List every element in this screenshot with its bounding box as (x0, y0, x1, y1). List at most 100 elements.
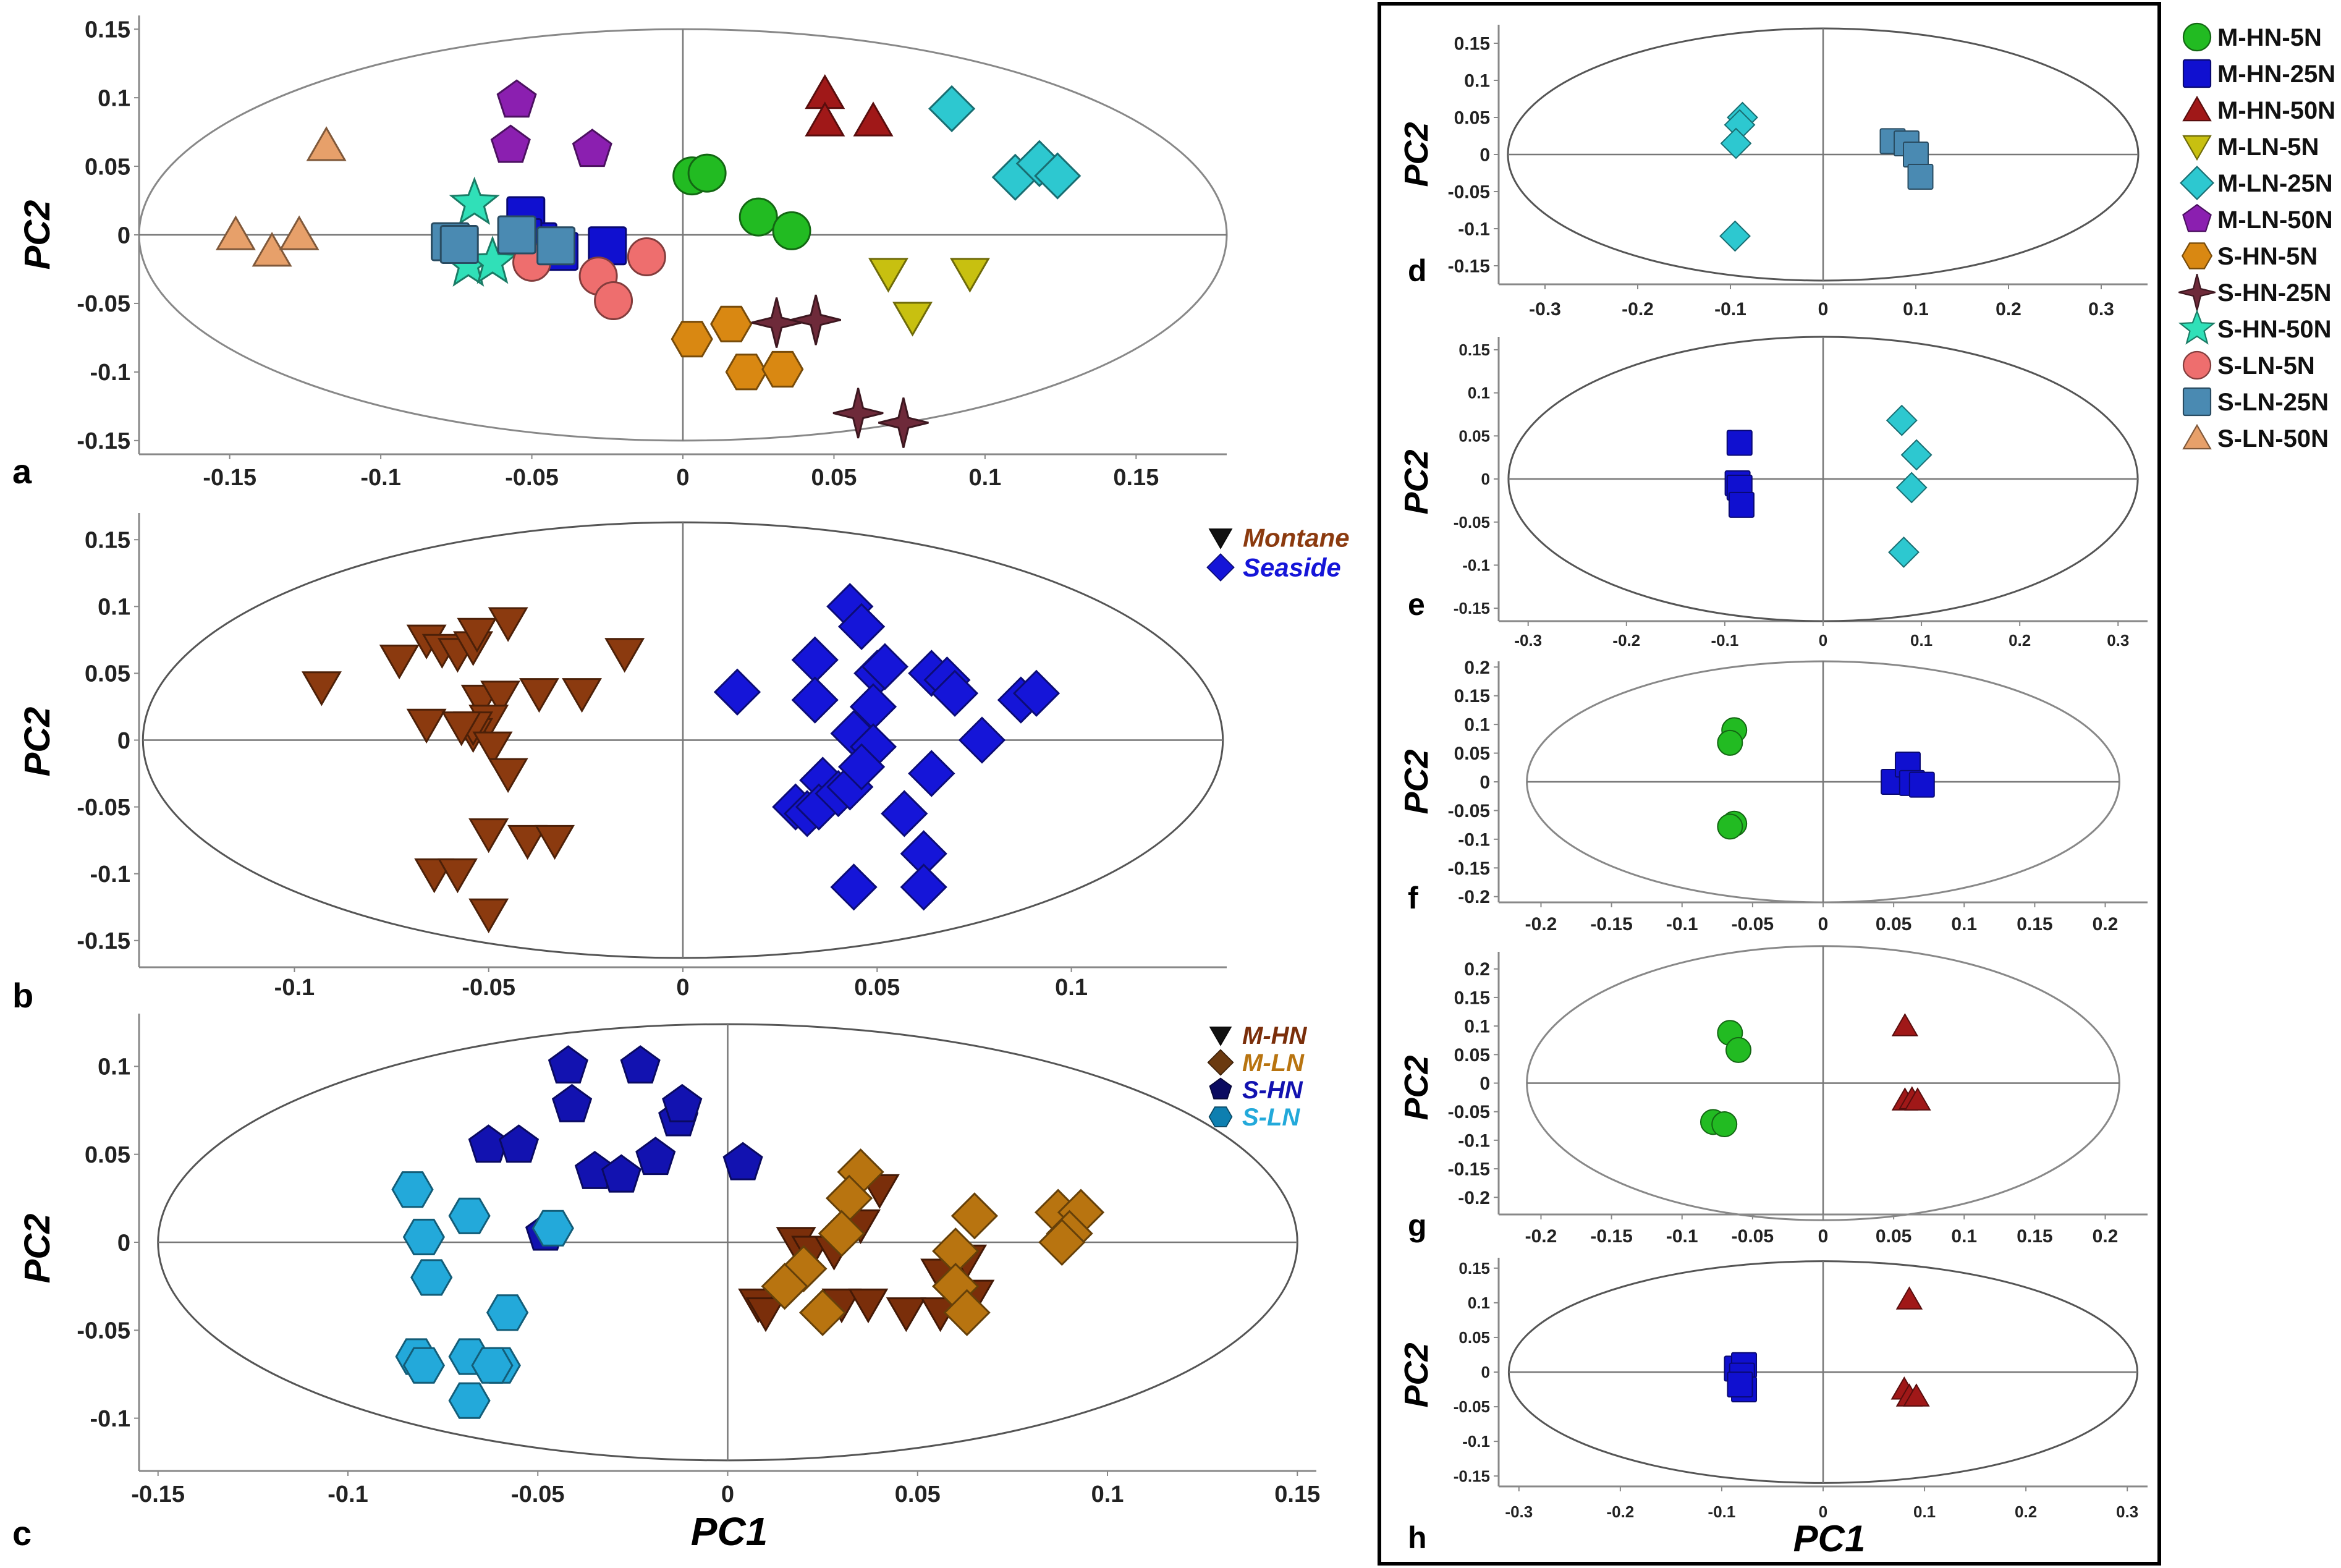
data-point (931, 669, 979, 717)
data-point (531, 1210, 574, 1247)
data-point (471, 1347, 514, 1384)
x-tick-label: 0.05 (1876, 914, 1911, 934)
y-tick-label: 0 (1480, 773, 1490, 793)
series-M-LN-25N (1886, 404, 1932, 568)
x-tick-label: -0.3 (1529, 299, 1561, 320)
y-tick-label: 0.1 (1468, 384, 1490, 402)
x-tick-label: 0.1 (1055, 975, 1088, 1001)
y-tick-label: 0.15 (85, 528, 130, 554)
panel-a: -0.15 -0.1 -0.05 0 0.05 0.1 0.15 0.15 0.1 0.05 0 -0… (12, 15, 1228, 491)
y-tick-label: -0.1 (1458, 219, 1490, 240)
x-tick-label: 0 (721, 1481, 734, 1507)
data-point (722, 1142, 763, 1180)
series-M-HN-25N (1881, 752, 1935, 798)
data-point (713, 668, 761, 716)
data-point (449, 176, 500, 225)
y-tick-label: 0 (1480, 1074, 1490, 1094)
data-point (1038, 1218, 1086, 1266)
legend-marker (2182, 59, 2212, 88)
y-tick-label: -0.15 (1454, 1467, 1490, 1485)
x-tick-label: 0.15 (1113, 465, 1159, 491)
legend-marker (2181, 242, 2213, 269)
y-tick-label: 0.05 (85, 661, 130, 687)
y-tick-label: -0.05 (1454, 1397, 1490, 1416)
data-point (1727, 1371, 1753, 1398)
x-tick-label: 0 (1818, 914, 1829, 934)
data-point (490, 124, 531, 163)
x-axis-label: PC1 (691, 1509, 768, 1554)
data-point (472, 731, 513, 766)
legend-label: S-HN-25N (2217, 279, 2331, 307)
data-point (791, 676, 839, 724)
y-tick-label: 0.05 (85, 154, 130, 180)
y-tick-label: 0.1 (1468, 1294, 1490, 1312)
legend-label: S-LN-50N (2217, 425, 2329, 452)
data-point (791, 636, 839, 684)
data-point (761, 1263, 808, 1310)
legend-marker (1208, 1106, 1233, 1127)
y-tick-label: -0.15 (77, 428, 130, 454)
x-tick-label: 0 (1819, 631, 1827, 650)
data-point (402, 1347, 446, 1384)
y-tick-label: -0.05 (1448, 801, 1490, 821)
x-tick-label: 0.2 (2093, 914, 2119, 934)
y-tick-label: -0.1 (90, 1406, 130, 1432)
y-tick-label: -0.2 (1458, 1188, 1490, 1208)
data-point (1720, 127, 1752, 159)
data-point (604, 638, 645, 673)
y-tick-label: 0.15 (1454, 686, 1490, 706)
data-point (892, 302, 933, 337)
data-point (216, 215, 256, 250)
data-point (480, 680, 520, 716)
data-point (878, 397, 929, 448)
panel-label: g (1408, 1208, 1427, 1243)
series-S-HN-25N (751, 294, 929, 448)
data-point (302, 671, 342, 706)
x-tick-label: -0.1 (1708, 1502, 1736, 1521)
data-point (535, 824, 575, 860)
data-point (943, 1289, 991, 1336)
y-axis-label: PC2 (1398, 122, 1435, 187)
x-tick-label: -0.3 (1505, 1502, 1533, 1521)
y-tick-label: -0.1 (90, 862, 130, 888)
data-point (486, 1294, 529, 1331)
data-point (439, 225, 479, 265)
data-point (725, 354, 768, 391)
data-point (1728, 491, 1755, 518)
x-tick-label: -0.05 (505, 465, 559, 491)
x-tick-label: -0.2 (1622, 299, 1654, 320)
data-point (620, 1045, 661, 1084)
x-tick-label: 0.15 (2017, 1226, 2052, 1247)
data-point (410, 1259, 453, 1296)
legend-label: M-LN-50N (2217, 206, 2333, 234)
legend-marker (2182, 203, 2212, 232)
x-tick-label: -0.15 (1590, 1226, 1632, 1247)
y-tick-label: 0.15 (1454, 34, 1490, 54)
y-tick-label: 0.15 (1458, 341, 1490, 359)
data-point (507, 824, 548, 860)
series-S-LN-25N (431, 215, 576, 266)
legend-marker (1208, 528, 1233, 549)
y-tick-label: -0.1 (1462, 1432, 1490, 1451)
series-M-LN-25N (1719, 101, 1758, 252)
panel-c: -0.15 -0.1 -0.05 0 0.05 0.1 0.15 0.1 0.05 0 -0.05 -… (12, 1014, 1320, 1554)
series-S-HN-5N (671, 305, 804, 391)
data-point (468, 898, 509, 933)
x-tick-label: -0.15 (131, 1481, 185, 1507)
y-tick-label: -0.1 (90, 360, 130, 386)
data-point (1904, 1087, 1931, 1111)
x-tick-label: 0.1 (1910, 631, 1932, 650)
series-M-HN-50N (805, 74, 894, 137)
data-point (761, 350, 804, 388)
data-point (805, 101, 845, 137)
data-point (861, 643, 909, 690)
series-M-LN-50N (490, 79, 612, 167)
x-tick-label: -0.2 (1606, 1502, 1634, 1521)
panel-label: e (1408, 587, 1425, 622)
y-tick-label: 0.1 (1464, 1017, 1490, 1037)
x-tick-label: 0 (1818, 1226, 1829, 1247)
data-point (468, 818, 509, 854)
y-tick-label: 0.1 (98, 85, 130, 111)
data-point (837, 743, 886, 790)
